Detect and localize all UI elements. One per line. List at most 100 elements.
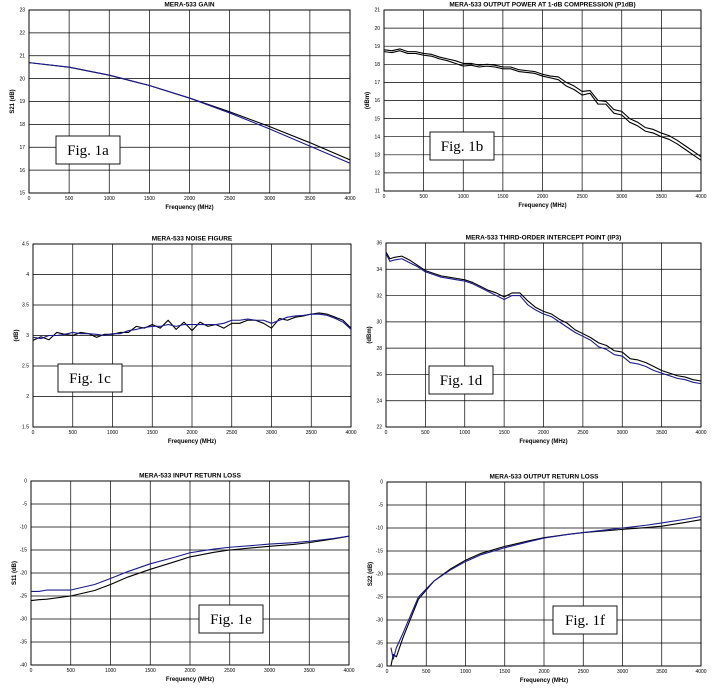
y-tick-label: 14 [374, 134, 380, 140]
y-tick-label: 17 [374, 80, 380, 86]
series-line-2 [33, 313, 351, 340]
y-tick-label: 23 [19, 8, 25, 14]
y-axis-label: S11 (dB) [12, 561, 18, 585]
y-tick-label: 12 [374, 171, 380, 177]
y-tick-label: 17 [19, 145, 25, 151]
y-tick-label: -30 [20, 617, 27, 623]
y-tick-label: 4 [26, 272, 29, 278]
y-axis-label: S22 (dB) [368, 562, 374, 586]
y-tick-label: 15 [374, 116, 380, 122]
y-tick-label: 11 [375, 189, 380, 195]
x-tick-label: 2500 [224, 196, 235, 202]
x-tick-label: 0 [28, 196, 31, 202]
x-tick-label: 2000 [538, 430, 549, 436]
plot-frame [383, 9, 702, 192]
x-tick-label: 3500 [304, 668, 315, 674]
chart-title: MERA-533 NOISE FIGURE [152, 236, 233, 243]
x-tick-label: 500 [419, 194, 428, 200]
plot-frame [385, 242, 702, 428]
x-tick-label: 1500 [144, 196, 155, 202]
y-tick-label: 4.5 [22, 242, 29, 248]
x-tick-label: 3500 [656, 430, 667, 436]
chart-s22: MERA-533 OUTPUT RETURN LOSS 0 500 1000 1500 2… [368, 474, 707, 685]
fig-label-box [55, 135, 121, 165]
fig-label-box [552, 605, 618, 635]
series-line-1 [390, 519, 701, 666]
y-tick-label: 20 [374, 26, 380, 32]
y-tick-label: -10 [376, 526, 383, 532]
x-tick-label: 4000 [344, 196, 355, 202]
x-tick-label: 2500 [578, 669, 589, 675]
plot-frame [32, 243, 352, 428]
y-tick-label: -35 [376, 641, 383, 647]
y-tick-label: -15 [376, 549, 383, 555]
y-tick-label: 24 [376, 398, 382, 404]
y-tick-label: 28 [376, 346, 382, 352]
x-tick-label: 500 [69, 430, 78, 436]
x-tick-label: 500 [422, 669, 431, 675]
y-tick-label: 16 [374, 98, 380, 104]
y-tick-label: 13 [374, 153, 380, 159]
x-tick-label: 3000 [264, 196, 275, 202]
y-tick-label: 1.5 [22, 425, 29, 431]
fig-label: Fig. 1e [210, 612, 252, 628]
y-tick-label: -40 [376, 664, 383, 670]
x-tick-label: 1500 [145, 668, 156, 674]
y-tick-label: 2 [26, 394, 29, 400]
y-tick-label: 22 [376, 425, 382, 431]
x-tick-label: 2000 [184, 668, 195, 674]
y-tick-label: -30 [376, 618, 383, 624]
x-tick-label: 0 [32, 430, 35, 436]
y-tick-label: -35 [20, 640, 27, 646]
fig-label-box [57, 363, 123, 393]
y-tick-label: -15 [20, 548, 27, 554]
x-axis-label: Frequency (MHz) [520, 678, 568, 684]
x-tick-label: 1000 [459, 430, 470, 436]
x-tick-label: 4000 [343, 668, 354, 674]
y-tick-label: 26 [376, 372, 382, 378]
x-tick-label: 3500 [304, 196, 315, 202]
y-tick-label: 30 [376, 320, 382, 326]
y-tick-label: -5 [379, 503, 384, 509]
chart-title: MERA-533 GAIN [164, 2, 215, 9]
y-tick-label: 32 [376, 293, 382, 299]
y-tick-label: 20 [19, 76, 25, 82]
y-axis-label: (dBm) [367, 326, 373, 343]
y-tick-label: 0 [380, 480, 383, 486]
x-axis-label: Frequency (MHz) [165, 205, 213, 211]
y-tick-label: 21 [374, 8, 380, 14]
chart-title: MERA-533 OUTPUT POWER AT 1-dB COMPRESSIO… [449, 2, 635, 9]
x-axis-label: Frequency (MHz) [166, 677, 214, 683]
chart-title: MERA-533 OUTPUT RETURN LOSS [489, 474, 599, 481]
x-tick-label: 4000 [695, 194, 706, 200]
x-tick-label: 500 [65, 196, 74, 202]
chart-gain: MERA-533 GAIN 0 500 1000 1500 2000 2500 3000 350… [10, 2, 356, 212]
x-tick-label: 1000 [458, 194, 469, 200]
y-tick-label: 2.5 [22, 364, 29, 370]
y-tick-label: -40 [20, 663, 27, 669]
plot-frame [30, 480, 350, 666]
fig-label: Fig. 1a [67, 143, 109, 159]
series-line-2 [31, 535, 349, 592]
chart-ip3: MERA-533 THIRD-ORDER INTERCEPT POINT (IP… [367, 235, 707, 446]
x-tick-label: 1500 [147, 430, 158, 436]
y-tick-label: 19 [374, 44, 380, 50]
y-axis-label: (dBm) [365, 92, 371, 109]
x-tick-label: 3000 [266, 430, 277, 436]
x-tick-label: 1000 [105, 668, 116, 674]
x-tick-label: 500 [421, 430, 430, 436]
x-tick-label: 0 [386, 669, 389, 675]
x-axis-label: Frequency (MHz) [518, 203, 566, 209]
x-tick-label: 2500 [577, 430, 588, 436]
x-tick-label: 1000 [104, 196, 115, 202]
series-line-2 [384, 50, 701, 161]
y-tick-label: 3.5 [22, 303, 29, 309]
y-tick-label: -10 [20, 525, 27, 531]
fig-label: Fig. 1d [440, 373, 483, 389]
x-tick-label: 2000 [538, 669, 549, 675]
y-tick-label: 18 [374, 62, 380, 68]
x-tick-label: 1500 [499, 669, 510, 675]
chart-s11: MERA-533 INPUT RETURN LOSS 0 500 1000 1500 20… [12, 473, 355, 684]
x-tick-label: 3000 [617, 430, 628, 436]
y-axis-label: S21 (dB) [10, 89, 16, 113]
